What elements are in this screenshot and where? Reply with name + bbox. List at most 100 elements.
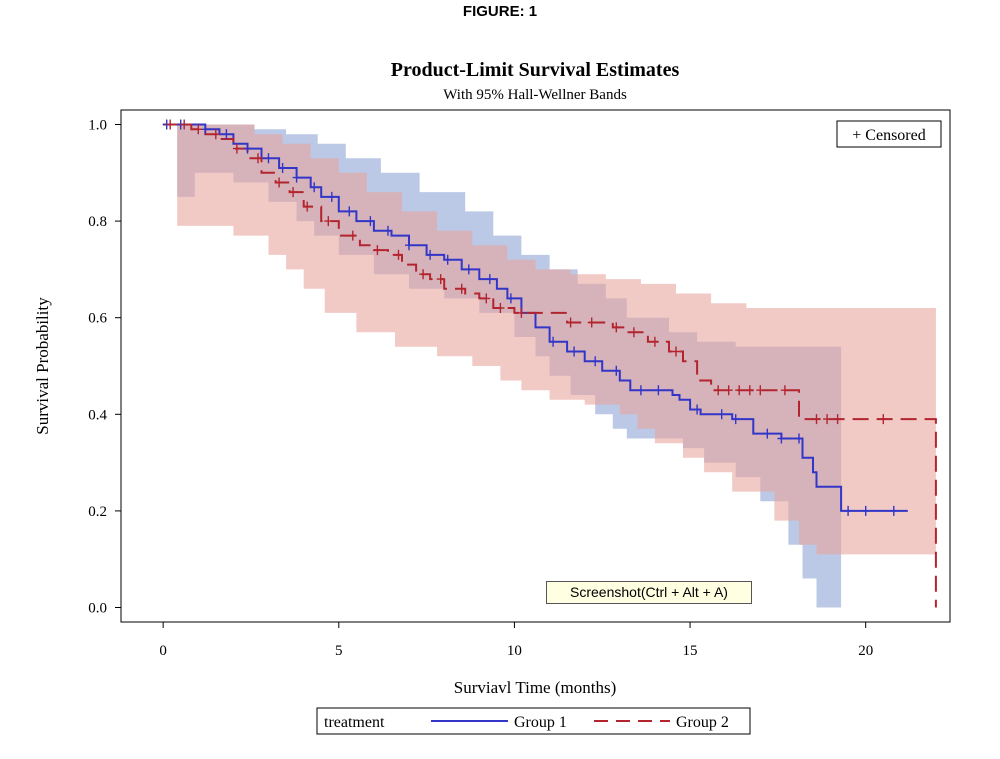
censor-mark-group2: [724, 385, 733, 396]
censor-mark-group2: [672, 346, 680, 357]
censor-mark-group2: [612, 322, 621, 333]
censor-mark-group1: [717, 409, 726, 420]
censor-mark-group2: [833, 414, 842, 425]
treatment-legend: treatment Group 1 Group 2: [316, 707, 751, 735]
censor-mark-group1: [506, 293, 515, 304]
censor-mark-group1: [861, 505, 870, 516]
censor-mark-group2: [735, 385, 744, 396]
censor-mark-group2: [254, 153, 262, 164]
legend-group1-label: Group 1: [514, 714, 567, 731]
censor-mark-group1: [405, 240, 413, 251]
censor-mark-group2: [745, 385, 754, 396]
y-tick-label: 0.0: [88, 601, 107, 617]
chart-subtitle: With 95% Hall-Wellner Bands: [443, 87, 627, 103]
censored-legend-label: + Censored: [852, 127, 925, 144]
censor-mark-group1: [591, 356, 600, 367]
y-tick-label: 0.2: [88, 504, 107, 520]
censor-mark-group2: [194, 124, 203, 135]
y-tick-label: 0.8: [88, 214, 107, 230]
confidence-band-2: [177, 124, 936, 555]
x-axis-label: Surviavl Time (months): [454, 678, 616, 697]
censor-mark-group1: [844, 505, 853, 516]
y-axis: 0.0 0.2 0.4 0.6 0.8 1.0: [88, 117, 121, 617]
censor-mark-group1: [426, 249, 435, 260]
censor-mark-group2: [166, 119, 175, 130]
screenshot-tooltip: Screenshot(Ctrl + Alt + A): [546, 581, 752, 604]
x-axis: 0 5 10 15 20: [159, 622, 873, 659]
treatment-legend-box: [316, 707, 751, 735]
censor-mark-group2: [324, 216, 333, 227]
censor-mark-group1: [278, 163, 287, 173]
censor-mark-group1: [763, 428, 772, 439]
censor-mark-group2: [482, 293, 491, 304]
x-tick-label: 10: [507, 643, 522, 659]
censor-mark-group2: [496, 303, 505, 313]
censor-mark-group2: [823, 414, 832, 425]
censor-mark-group2: [303, 201, 312, 212]
censor-mark-group2: [394, 249, 403, 260]
censor-mark-group1: [731, 414, 740, 425]
censor-mark-group2: [517, 307, 526, 318]
figure-label: FIGURE: 1: [462, 3, 538, 20]
censor-mark-group2: [756, 385, 765, 396]
censor-mark-group1: [243, 143, 252, 154]
x-tick-label: 15: [683, 643, 698, 659]
chart-title: Product-Limit Survival Estimates: [391, 59, 680, 81]
censor-mark-group1: [549, 336, 558, 347]
censor-mark-group1: [693, 404, 702, 415]
censor-mark-group2: [812, 414, 821, 425]
censor-mark-group1: [777, 433, 786, 444]
censor-mark-group1: [366, 216, 375, 227]
censor-mark-group2: [275, 177, 284, 188]
censor-mark-group1: [310, 182, 319, 193]
censor-mark-group2: [457, 283, 466, 294]
censor-mark-group1: [889, 505, 898, 516]
censor-mark-group1: [264, 153, 273, 164]
censor-mark-group1: [201, 124, 210, 135]
censor-mark-group2: [650, 336, 659, 347]
censor-mark-group1: [292, 172, 301, 183]
censor-mark-group2: [587, 317, 596, 328]
censor-mark-group2: [373, 245, 382, 256]
censor-mark-group2: [566, 317, 575, 328]
censor-mark-group2: [180, 119, 189, 130]
censored-legend-box: [836, 120, 942, 148]
censor-mark-group1: [222, 129, 231, 140]
y-tick-label: 0.4: [88, 407, 107, 423]
censor-mark-group2: [348, 230, 357, 241]
x-tick-label: 0: [159, 643, 167, 659]
censor-mark-group1: [443, 254, 452, 265]
censor-mark-group1: [654, 385, 663, 396]
censor-mark-group1: [464, 264, 473, 275]
y-tick-label: 0.6: [88, 311, 107, 327]
censor-mark-group2: [780, 385, 789, 396]
censor-mark-group2: [232, 143, 241, 154]
censor-mark-group1: [485, 274, 494, 285]
x-tick-label: 5: [335, 643, 343, 659]
censor-mark-group1: [636, 385, 645, 396]
plot-frame: [120, 109, 951, 623]
censored-markers: [162, 119, 898, 516]
censor-mark-group1: [384, 225, 392, 236]
y-tick-label: 1.0: [88, 117, 107, 133]
censor-mark-group1: [327, 191, 336, 202]
censor-mark-group2: [629, 327, 638, 338]
censor-mark-group1: [570, 346, 579, 357]
censor-mark-group2: [714, 385, 723, 396]
legend-group2-label: Group 2: [676, 714, 729, 731]
censor-mark-group2: [211, 129, 220, 140]
y-axis-label: Survival Probability: [33, 297, 52, 435]
censor-mark-group1: [345, 206, 354, 217]
censored-legend: + Censored: [836, 120, 942, 148]
survival-curve-2: [163, 123, 937, 608]
censor-mark-group1: [612, 365, 621, 376]
censor-mark-group2: [436, 274, 445, 285]
censor-mark-group1: [795, 433, 803, 444]
censor-mark-group2: [419, 269, 428, 280]
confidence-bands: [177, 124, 936, 608]
x-tick-label: 20: [858, 643, 873, 659]
censor-mark-group2: [289, 187, 298, 198]
legend-title: treatment: [324, 714, 385, 731]
censor-mark-group2: [879, 414, 888, 425]
